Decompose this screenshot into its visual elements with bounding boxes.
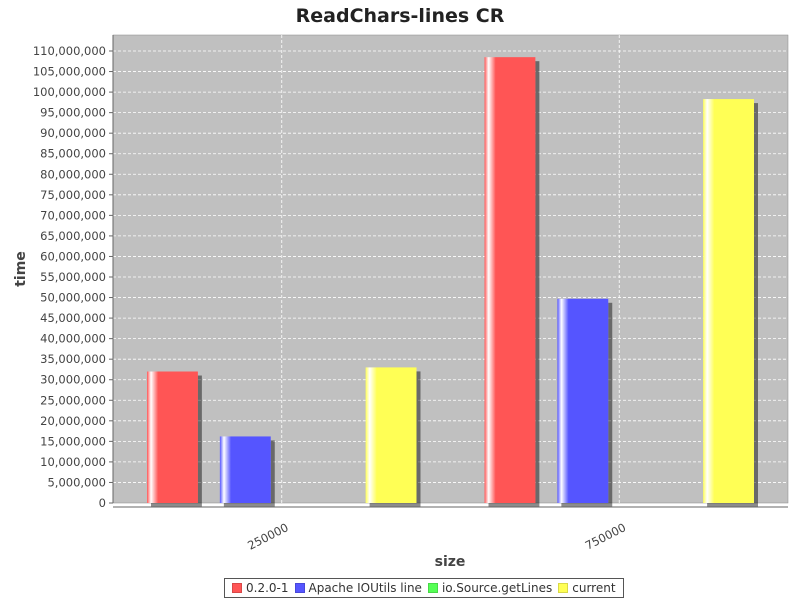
legend-label: current [572,581,616,595]
bar-current [703,99,754,504]
legend-label: io.Source.getLines [441,581,553,595]
y-tick-label: 35,000,000 [40,352,106,366]
legend-swatch [558,583,569,593]
y-tick-label: 80,000,000 [40,167,106,181]
bars [147,57,754,504]
y-tick-label: 100,000,000 [33,85,106,99]
y-tick-label: 70,000,000 [40,208,106,222]
gridlines [113,35,788,503]
plot-area [112,34,789,504]
y-tick-label: 25,000,000 [40,393,106,407]
legend-swatch [294,583,305,593]
y-tick-label: 5,000,000 [47,475,106,489]
y-axis-label: time [13,251,29,287]
legend-label: Apache IOUtils line [308,581,422,595]
legend-swatch [232,583,242,593]
y-tick-label: 95,000,000 [40,106,106,120]
legend: 0.2.0-1 Apache IOUtils line io.Source.ge… [224,578,624,598]
legend-item: 0.2.0-1 [232,581,289,595]
y-tick-label: 90,000,000 [40,126,106,140]
x-tick-label: 750000 [583,520,628,552]
legend-item: current [558,581,616,595]
bar-apache-ioutils-line [557,298,609,503]
x-tick-label: 250000 [245,520,290,552]
y-tick-label: 10,000,000 [40,455,106,469]
bar-0-2-0-1 [147,371,198,503]
legend-label: 0.2.0-1 [246,581,289,595]
y-tick-label: 60,000,000 [40,249,106,263]
x-axis: 250000 750000 [113,506,788,553]
x-axis-label: size [435,554,466,570]
bar-current [365,367,417,503]
y-tick-label: 0 [99,496,106,510]
y-tick-label: 20,000,000 [40,414,106,428]
y-tick-label: 50,000,000 [40,291,106,305]
y-tick-label: 15,000,000 [40,434,106,448]
y-tick-label: 45,000,000 [40,311,106,325]
chart-canvas: ReadChars-lines CR 0 5,000,000 10,000,000 1… [13,5,789,570]
y-tick-label: 55,000,000 [40,270,106,284]
y-tick-label: 40,000,000 [40,332,106,346]
y-tick-label: 75,000,000 [40,188,106,202]
y-tick-label: 65,000,000 [40,229,106,243]
y-tick-label: 30,000,000 [40,373,106,387]
bar-0-2-0-1 [484,57,536,503]
bar-apache-ioutils-line [219,436,271,503]
legend-item: Apache IOUtils line [294,581,422,595]
chart-title: ReadChars-lines CR [296,5,505,27]
y-tick-label: 105,000,000 [33,65,106,79]
y-axis: 0 5,000,000 10,000,000 15,000,000 20,000,000… [33,35,114,510]
y-tick-label: 110,000,000 [33,44,106,58]
y-tick-label: 85,000,000 [40,147,106,161]
legend-item: io.Source.getLines [427,581,553,595]
legend-swatch [427,583,438,593]
